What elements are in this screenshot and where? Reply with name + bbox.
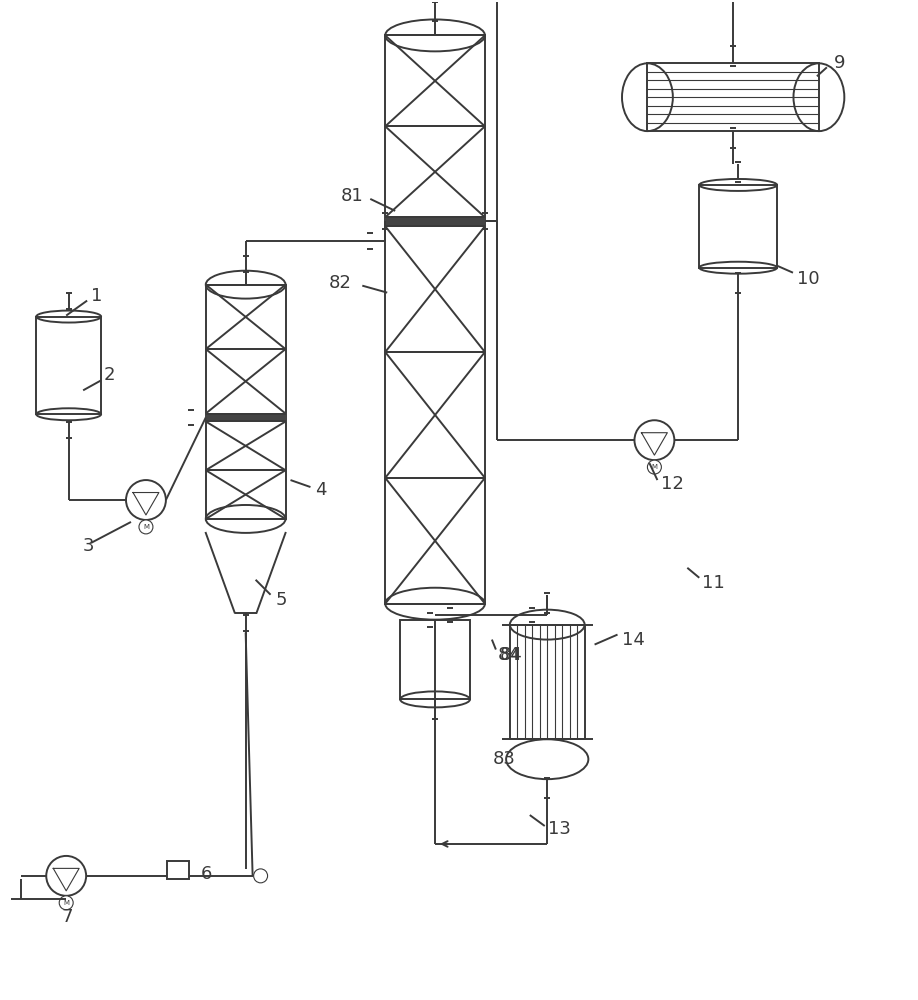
Text: 11: 11 xyxy=(702,574,725,592)
Bar xyxy=(37,317,101,414)
Text: M: M xyxy=(63,900,69,906)
Text: 12: 12 xyxy=(661,475,684,493)
Text: 1: 1 xyxy=(91,287,103,305)
Bar xyxy=(700,185,777,268)
Text: 5: 5 xyxy=(275,591,287,609)
Text: 9: 9 xyxy=(834,54,845,72)
Bar xyxy=(509,625,585,739)
Circle shape xyxy=(126,480,166,520)
Text: 2: 2 xyxy=(104,366,116,384)
Text: 84: 84 xyxy=(498,646,521,664)
Circle shape xyxy=(253,869,267,883)
Text: 13: 13 xyxy=(548,820,571,838)
Text: 6: 6 xyxy=(201,865,212,883)
Bar xyxy=(386,35,485,604)
Bar xyxy=(206,414,285,421)
Circle shape xyxy=(139,520,153,534)
Circle shape xyxy=(647,460,661,474)
Text: 81: 81 xyxy=(341,187,364,205)
Text: 83: 83 xyxy=(493,750,516,768)
Text: 14: 14 xyxy=(621,631,644,649)
Text: 82: 82 xyxy=(329,274,352,292)
Text: 7: 7 xyxy=(62,908,73,926)
Bar xyxy=(400,620,470,699)
Bar xyxy=(167,861,189,879)
Circle shape xyxy=(60,896,73,910)
Bar xyxy=(647,63,819,131)
Text: 4: 4 xyxy=(316,481,327,499)
Text: 3: 3 xyxy=(84,537,95,555)
Text: 10: 10 xyxy=(797,270,820,288)
Bar xyxy=(206,285,285,519)
Text: M: M xyxy=(652,464,657,470)
Circle shape xyxy=(634,420,675,460)
Text: 84: 84 xyxy=(500,646,522,664)
Text: M: M xyxy=(143,524,149,530)
Circle shape xyxy=(46,856,86,896)
Bar xyxy=(386,217,485,226)
